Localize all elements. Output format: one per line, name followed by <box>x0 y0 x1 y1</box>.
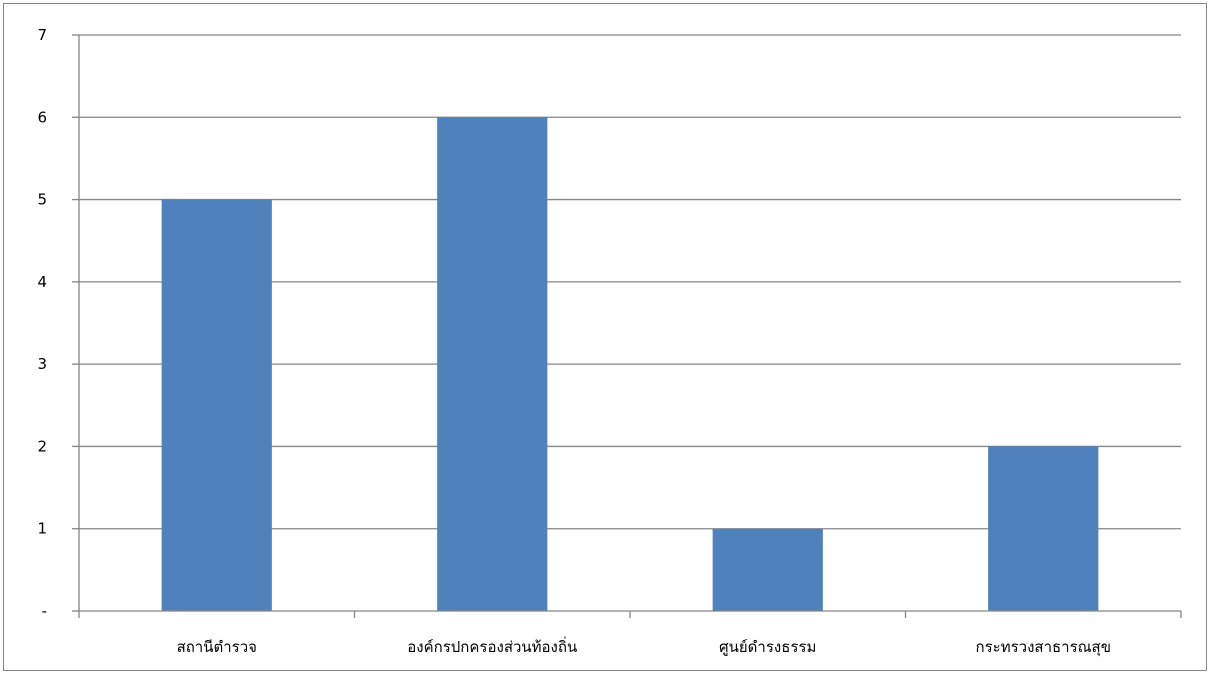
bar-1 <box>161 199 272 612</box>
tick-labels: - 1 2 3 4 5 6 7 สถานีตำรวจ องค์กรปกครองส่วนท้องถิ… <box>37 26 1111 657</box>
axes <box>72 34 1182 618</box>
y-tick-label: 1 <box>37 520 47 538</box>
y-tick-label: 6 <box>37 108 47 126</box>
x-tick-label: กระทรวงสาธารณสุข <box>976 638 1111 657</box>
bar-3 <box>712 528 823 611</box>
y-tick-label: 7 <box>37 26 47 44</box>
y-tick-label: - <box>42 602 47 620</box>
x-tick-label: สถานีตำรวจ <box>177 638 257 656</box>
y-tick-label: 3 <box>37 355 47 373</box>
bar-4 <box>988 446 1099 611</box>
y-tick-label: 5 <box>37 191 47 209</box>
bar-2 <box>437 117 548 612</box>
y-tick-label: 4 <box>37 273 47 291</box>
x-tick-label: ศูนย์ดำรงธรรม <box>719 638 816 656</box>
bars <box>161 117 1099 612</box>
x-tick-label: องค์กรปกครองส่วนท้องถิ่น <box>407 636 577 656</box>
y-tick-label: 2 <box>37 437 47 455</box>
